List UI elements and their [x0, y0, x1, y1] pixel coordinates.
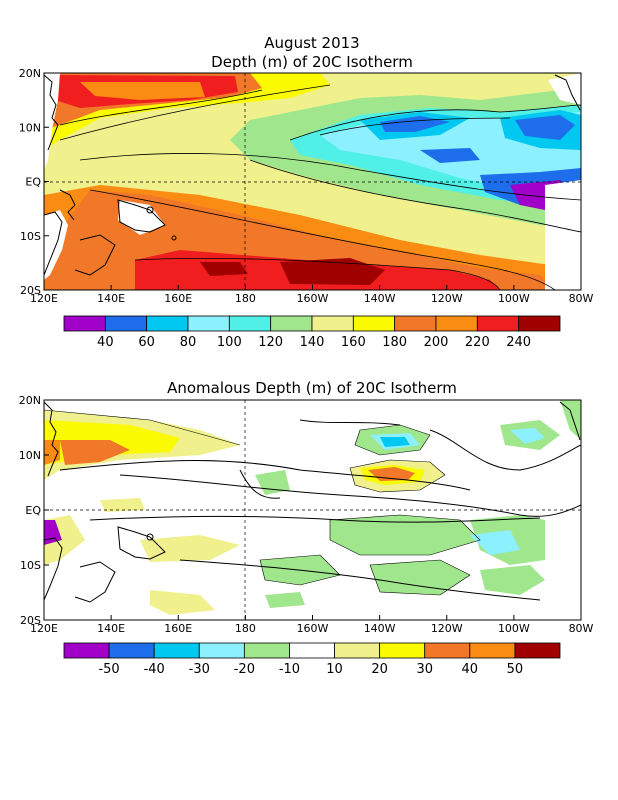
- colorbar-swatch: [476, 315, 520, 332]
- colorbar-label: -50: [98, 662, 119, 677]
- x-tick-label: 120E: [30, 622, 58, 635]
- x-tick-label: 160E: [164, 292, 192, 305]
- colorbar-label: 120: [258, 335, 283, 350]
- heatmap-field: [44, 400, 581, 620]
- y-tick-label: 20N: [19, 394, 41, 407]
- colorbar-label: -30: [189, 662, 210, 677]
- y-tick-label: 20S: [20, 284, 41, 297]
- grid-lines: [44, 400, 581, 620]
- colorbar-label: 40: [97, 335, 114, 350]
- grid-lines: [44, 73, 581, 290]
- y-tick-label: EQ: [25, 504, 41, 517]
- panel-anomaly-depth: Anomalous Depth (m) of 20C Isotherm: [19, 379, 594, 677]
- colorbar-label: 20: [371, 662, 388, 677]
- y-tick-label: 20S: [20, 614, 41, 627]
- colorbar-label: 180: [382, 335, 407, 350]
- y-tick-label: 20N: [19, 67, 41, 80]
- y-tick-label: EQ: [25, 176, 41, 189]
- x-tick-label: 160W: [297, 292, 329, 305]
- colorbar-swatch: [394, 315, 437, 332]
- colorbar-label: 200: [424, 335, 449, 350]
- x-tick-label: 120W: [431, 622, 463, 635]
- x-tick-label: 140E: [97, 292, 125, 305]
- colorbar-swatch: [424, 642, 471, 659]
- x-tick-label: 180: [235, 622, 256, 635]
- x-tick-labels: 120E 140E 160E 180 160W 140W 120W 100W 80W: [30, 615, 594, 635]
- colorbar-swatch: [289, 642, 335, 659]
- colorbar-label: 30: [416, 662, 433, 677]
- colorbar-swatch: [311, 315, 354, 332]
- x-tick-labels: 120E 140E 160E 180 160W 140W 120W 100W 80W: [30, 285, 594, 305]
- colorbar-label: -10: [279, 662, 300, 677]
- colorbar-swatch: [379, 642, 426, 659]
- colorbar-label: -20: [234, 662, 255, 677]
- colorbar-swatch: [469, 642, 516, 659]
- colorbar-swatch: [146, 315, 189, 332]
- colorbar-label: 40: [462, 662, 479, 677]
- colorbar-label: 100: [217, 335, 242, 350]
- colorbar-swatch: [108, 642, 155, 659]
- colorbar-swatch: [435, 315, 478, 332]
- colorbar-swatch: [228, 315, 272, 332]
- colorbar-swatch: [198, 642, 245, 659]
- y-tick-label: 10N: [19, 121, 41, 134]
- y-tick-label: 10S: [20, 230, 41, 243]
- chart-title: Anomalous Depth (m) of 20C Isotherm: [167, 379, 457, 397]
- colorbar-label: 140: [300, 335, 325, 350]
- x-tick-label: 160E: [164, 622, 192, 635]
- x-tick-label: 140W: [364, 292, 396, 305]
- x-tick-label: 180: [235, 292, 256, 305]
- colorbar-swatch: [187, 315, 230, 332]
- x-tick-label: 140W: [364, 622, 396, 635]
- colorbar-swatch: [334, 642, 381, 659]
- y-tick-label: 10N: [19, 449, 41, 462]
- colorbar-label: 60: [138, 335, 155, 350]
- colorbar-label: -40: [144, 662, 165, 677]
- colorbar-labels: 40 60 80 100 120 140 160 180 200 220 240: [97, 335, 531, 350]
- y-tick-labels: 20N 10N EQ 10S 20S: [19, 67, 49, 297]
- x-tick-label: 100W: [498, 622, 530, 635]
- y-tick-label: 10S: [20, 559, 41, 572]
- x-tick-label: 80W: [569, 622, 594, 635]
- colorbar: [63, 642, 561, 659]
- x-tick-label: 100W: [498, 292, 530, 305]
- heatmap-field: [44, 73, 581, 290]
- colorbar-label: 220: [465, 335, 490, 350]
- colorbar-label: 240: [506, 335, 531, 350]
- colorbar-swatch: [518, 315, 561, 332]
- colorbar-swatch: [153, 642, 200, 659]
- colorbar-label: 10: [326, 662, 343, 677]
- x-tick-label: 160W: [297, 622, 329, 635]
- chart-subtitle: Depth (m) of 20C Isotherm: [211, 53, 413, 71]
- chart-title: August 2013: [264, 34, 359, 52]
- x-tick-label: 80W: [569, 292, 594, 305]
- colorbar-label: 50: [507, 662, 524, 677]
- x-tick-label: 120W: [431, 292, 463, 305]
- colorbar-swatch: [243, 642, 290, 659]
- colorbar: [63, 315, 561, 332]
- colorbar-swatch: [270, 315, 313, 332]
- colorbar-swatch: [104, 315, 148, 332]
- x-tick-label: 140E: [97, 622, 125, 635]
- colorbar-swatch: [63, 642, 110, 659]
- panel-sst-depth: August 2013 Depth (m) of 20C Isotherm: [19, 34, 594, 350]
- colorbar-label: 160: [341, 335, 366, 350]
- x-tick-label: 120E: [30, 292, 58, 305]
- colorbar-swatch: [514, 642, 561, 659]
- y-tick-labels: 20N 10N EQ 10S 20S: [19, 394, 49, 627]
- colorbar-swatch: [63, 315, 106, 332]
- colorbar-label: 80: [180, 335, 197, 350]
- colorbar-labels: -50 -40 -30 -20 -10 10 20 30 40 50: [98, 662, 523, 677]
- colorbar-swatch: [352, 315, 396, 332]
